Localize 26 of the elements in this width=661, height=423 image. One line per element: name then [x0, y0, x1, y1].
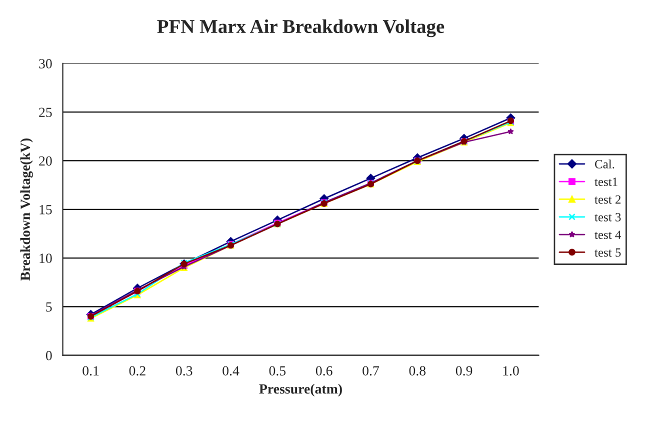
legend-label: test 3: [594, 212, 621, 222]
chart-title: PFN Marx Air Breakdown Voltage: [157, 19, 444, 38]
x-tick-label: 0.8: [409, 366, 426, 376]
legend-label: test 5: [594, 248, 621, 257]
x-tick-label: 0.3: [176, 366, 192, 376]
y-tick-label: 15: [40, 205, 52, 214]
y-tick-label: 10: [40, 254, 52, 263]
y-tick-label: 30: [39, 59, 52, 68]
y-tick-label: 0: [46, 350, 52, 360]
x-tick-label: 0.5: [269, 366, 286, 376]
x-tick-label: 0.6: [316, 366, 332, 376]
x-tick-label: 0.2: [129, 366, 146, 376]
x-tick-label: 0.4: [222, 366, 240, 376]
legend-label: test1: [594, 178, 618, 186]
x-tick-label: 0.1: [82, 366, 99, 376]
legend-label: test 2: [594, 195, 621, 204]
x-axis-title: Pressure(atm): [259, 384, 342, 396]
y-axis-title: Breakdown Voltage(kV): [20, 138, 33, 281]
legend-label: test 4: [594, 230, 622, 240]
x-tick-label: 0.9: [456, 366, 472, 376]
x-tick-label: 1.0: [503, 366, 519, 376]
y-tick-label: 5: [46, 302, 52, 312]
y-tick-label: 25: [39, 108, 52, 118]
x-tick-label: 0.7: [362, 366, 380, 376]
y-tick-label: 20: [39, 156, 52, 166]
legend-label: Cal.: [594, 160, 614, 168]
